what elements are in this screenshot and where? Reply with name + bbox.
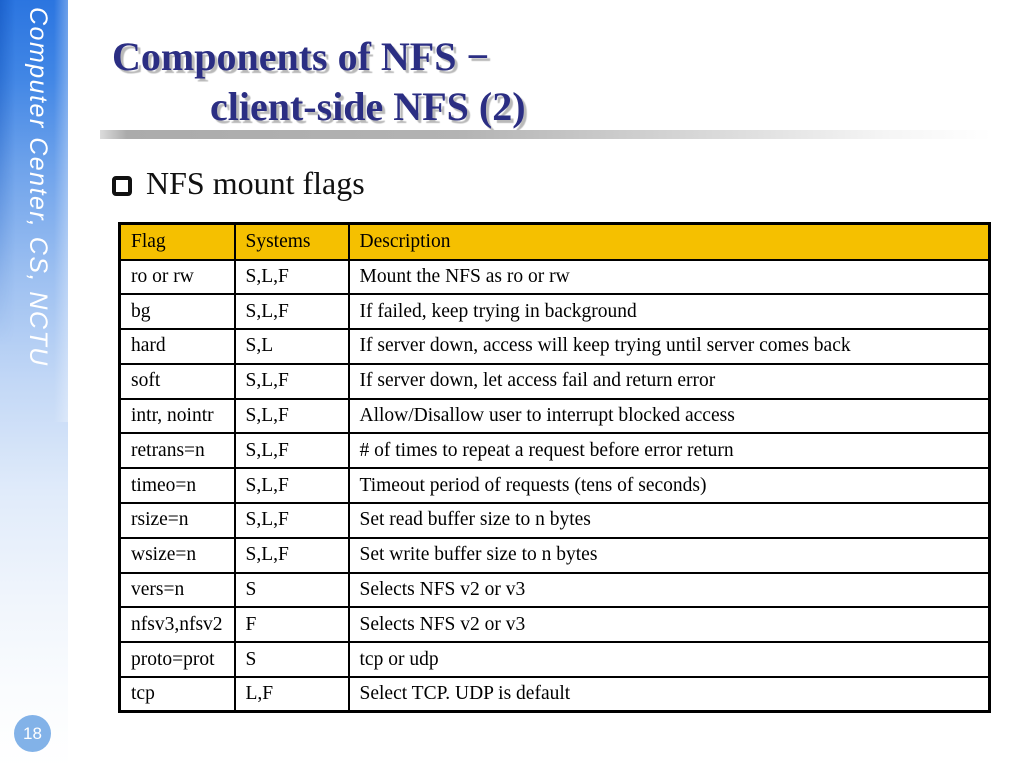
description-cell: Set write buffer size to n bytes — [347, 536, 991, 574]
description-cell: Mount the NFS as ro or rw — [347, 258, 991, 296]
table-row: retrans=n S,L,F # of times to repeat a req… — [118, 432, 991, 470]
sidebar: Computer Center, CS, NCTU — [0, 0, 68, 768]
bullet-heading-label: NFS mount flags — [146, 165, 365, 201]
nfs-mount-flags-table: Flag Systems Description ro or rw S,L,F Mo… — [118, 222, 991, 714]
description-cell: If failed, keep trying in background — [347, 293, 991, 331]
table-row: ro or rw S,L,F Mount the NFS as ro or rw — [118, 258, 991, 296]
table-row: timeo=n S,L,F Timeout period of requests (… — [118, 467, 991, 505]
flag-cell: soft — [118, 362, 236, 400]
flag-cell: tcp — [118, 676, 236, 713]
table-row: hard S,L If server down, access will keep … — [118, 328, 991, 365]
table-row: bg S,L,F If failed, keep trying in backgro… — [118, 293, 991, 331]
title-underline-rule — [100, 130, 992, 139]
systems-cell: S,L,F — [233, 293, 350, 331]
systems-cell: S,L,F — [233, 258, 350, 296]
bullet-heading: NFS mount flags — [112, 165, 365, 202]
table-row: nfsv3,nfsv2 F Selects NFS v2 or v3 — [118, 606, 991, 644]
flag-cell: vers=n — [118, 571, 236, 609]
systems-cell: S,L,F — [233, 432, 350, 470]
description-cell: If server down, access will keep trying … — [347, 328, 991, 365]
slide-title: Components of NFS − client-side NFS (2) — [112, 32, 526, 132]
description-cell: Select TCP. UDP is default — [347, 676, 991, 713]
table-row: tcp L,F Select TCP. UDP is default — [118, 676, 991, 713]
header-systems: Systems — [233, 222, 350, 261]
square-bullet-icon — [112, 175, 132, 196]
header-description: Description — [347, 222, 991, 261]
header-flag: Flag — [118, 222, 236, 261]
description-cell: If server down, let access fail and retu… — [347, 362, 991, 400]
description-cell: Selects NFS v2 or v3 — [347, 571, 991, 609]
systems-cell: S — [233, 641, 350, 679]
flag-cell: proto=prot — [118, 641, 236, 679]
flag-cell: ro or rw — [118, 258, 236, 296]
flag-cell: hard — [118, 328, 236, 365]
table-row: rsize=n S,L,F Set read buffer size to n by… — [118, 502, 991, 539]
description-cell: tcp or udp — [347, 641, 991, 679]
slide-title-line2: client-side NFS (2) — [210, 84, 526, 129]
table-row: soft S,L,F If server down, let access fail… — [118, 362, 991, 400]
description-cell: Timeout period of requests (tens of seco… — [347, 467, 991, 505]
systems-cell: L,F — [233, 676, 350, 713]
systems-cell: S,L,F — [233, 362, 350, 400]
flag-cell: timeo=n — [118, 467, 236, 505]
systems-cell: S,L,F — [233, 397, 350, 435]
description-cell: Set read buffer size to n bytes — [347, 502, 991, 539]
description-cell: Allow/Disallow user to interrupt blocked… — [347, 397, 991, 435]
systems-cell: S — [233, 571, 350, 609]
flag-cell: retrans=n — [118, 432, 236, 470]
flag-cell: bg — [118, 293, 236, 331]
flag-cell: nfsv3,nfsv2 — [118, 606, 236, 644]
description-cell: # of times to repeat a request before er… — [347, 432, 991, 470]
sidebar-label: Computer Center, CS, NCTU — [24, 7, 52, 367]
table-row: intr, nointr S,L,F Allow/Disallow user to … — [118, 397, 991, 435]
description-cell: Selects NFS v2 or v3 — [347, 606, 991, 644]
flag-cell: intr, nointr — [118, 397, 236, 435]
table-row: wsize=n S,L,F Set write buffer size to n b… — [118, 536, 991, 574]
systems-cell: S,L,F — [233, 502, 350, 539]
systems-cell: S,L,F — [233, 536, 350, 574]
systems-cell: S,L,F — [233, 467, 350, 505]
systems-cell: F — [233, 606, 350, 644]
table-header-row: Flag Systems Description — [118, 222, 991, 261]
page-number-badge: 18 — [14, 715, 51, 752]
table-row: vers=n S Selects NFS v2 or v3 — [118, 571, 991, 609]
slide-title-line1: Components of NFS − — [112, 34, 490, 79]
flag-cell: wsize=n — [118, 536, 236, 574]
systems-cell: S,L — [233, 328, 350, 365]
flag-cell: rsize=n — [118, 502, 236, 539]
